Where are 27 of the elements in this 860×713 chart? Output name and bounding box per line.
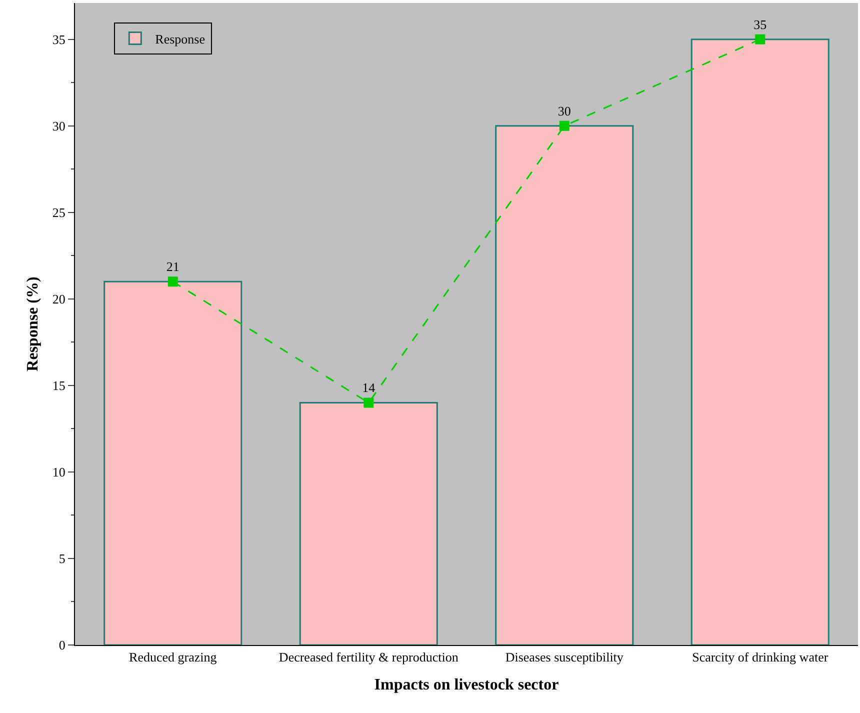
y-tick-label: 30 [52, 118, 66, 134]
x-tick-label: Scarcity of drinking water [692, 650, 829, 665]
bar [495, 125, 634, 645]
bar [299, 402, 438, 645]
point [559, 120, 570, 131]
y-tick-label: 35 [52, 32, 66, 47]
point [168, 276, 178, 287]
y-tick-label: 15 [52, 378, 66, 393]
x-tick-label: Decreased fertility & reproduction [278, 650, 459, 665]
point [364, 398, 374, 408]
bar [690, 38, 830, 645]
data-label: 35 [754, 16, 767, 32]
y-axis-title: Response (%) [24, 276, 42, 372]
y-tick-label: 5 [58, 551, 66, 566]
x-axis-title: Impacts on livestock sector [374, 676, 559, 694]
point [755, 34, 766, 44]
y-tick-label: 10 [52, 464, 66, 480]
data-label: 14 [362, 380, 376, 396]
data-label: 30 [558, 103, 571, 118]
x-tick-label: Diseases susceptibility [505, 650, 624, 665]
x-tick-label: Reduced grazing [129, 650, 218, 665]
legend-label: Response [155, 31, 206, 46]
y-tick-label: 25 [52, 204, 66, 220]
data-label: 21 [166, 259, 180, 274]
bar [104, 280, 242, 645]
y-tick-label: 0 [58, 638, 66, 653]
y-tick-label: 20 [52, 291, 66, 306]
